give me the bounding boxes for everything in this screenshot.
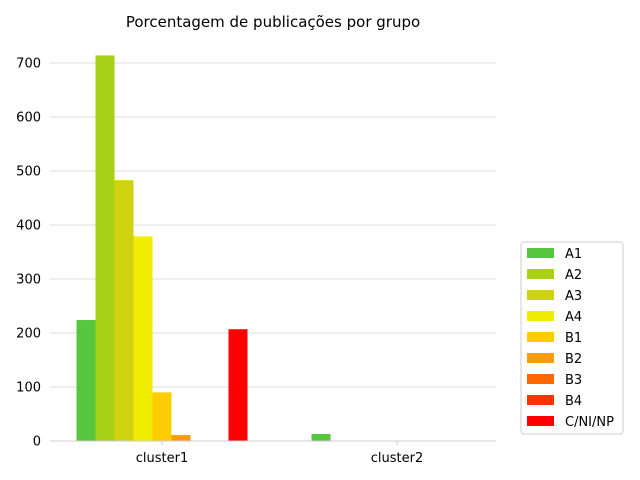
legend-label: B1 — [565, 331, 582, 346]
bar-b1-cluster1 — [152, 392, 172, 441]
y-tick-label: 0 — [33, 435, 41, 450]
y-tick-label: 100 — [16, 381, 41, 396]
legend-swatch — [527, 269, 554, 279]
bar-a3-cluster1 — [114, 180, 134, 441]
bar-a4-cluster1 — [133, 236, 153, 441]
legend-label: B4 — [565, 394, 582, 409]
legend-swatch — [527, 290, 554, 300]
legend-swatch — [527, 416, 554, 426]
x-tick-label: cluster2 — [371, 451, 423, 466]
legend-swatch — [527, 332, 554, 342]
y-tick-label: 700 — [16, 57, 41, 72]
legend-swatch — [527, 395, 554, 405]
legend-label: B3 — [565, 373, 582, 388]
legend: A1 A2 A3 A4 B1 B2 B3 B4 C/NI/NP — [520, 241, 624, 435]
legend-label: A2 — [565, 268, 582, 283]
bar-b2-cluster1 — [171, 435, 191, 441]
y-tick-label: 200 — [16, 327, 41, 342]
y-tick-label: 500 — [16, 165, 41, 180]
x-axis-ticks: cluster1 cluster2 — [136, 441, 423, 466]
legend-swatch — [527, 248, 554, 258]
legend-label: A1 — [565, 247, 582, 262]
bar-a1-cluster1 — [76, 320, 96, 441]
legend-swatch — [527, 311, 554, 321]
x-tick-label: cluster1 — [136, 451, 188, 466]
legend-label: C/NI/NP — [565, 415, 614, 430]
legend-swatch — [527, 374, 554, 384]
chart-title: Porcentagem de publicações por grupo — [126, 13, 420, 31]
legend-label: A3 — [565, 289, 582, 304]
bar-c-ni-np-cluster1 — [228, 329, 248, 441]
legend-label: A4 — [565, 310, 582, 325]
bar-a2-cluster1 — [95, 55, 115, 441]
y-tick-label: 400 — [16, 219, 41, 234]
y-tick-label: 600 — [16, 111, 41, 126]
legend-swatch — [527, 353, 554, 363]
y-axis-ticks: 0 100 200 300 400 500 600 700 — [16, 57, 41, 450]
legend-label: B2 — [565, 352, 582, 367]
y-tick-label: 300 — [16, 273, 41, 288]
bar-group — [76, 55, 331, 441]
bar-a1-cluster2 — [311, 433, 331, 441]
